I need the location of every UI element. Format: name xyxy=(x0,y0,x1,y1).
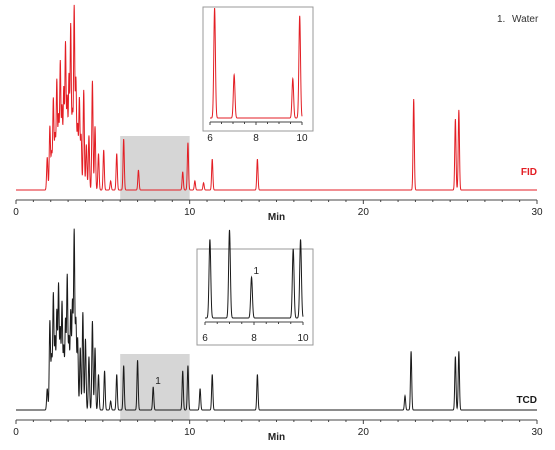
inset-frame xyxy=(196,248,314,346)
inset-x-tick-label: 6 xyxy=(202,333,208,344)
x-tick-label: 0 xyxy=(13,207,19,218)
inset-x-tick-label: 6 xyxy=(207,133,213,144)
x-tick-label: 20 xyxy=(358,207,370,218)
x-tick-label: 30 xyxy=(531,427,543,438)
x-axis-title: Min xyxy=(268,212,285,223)
inset-zoom-panel: 6 8 10 1 xyxy=(196,229,314,346)
inset-x-tick-label: 8 xyxy=(253,133,259,144)
inset-x-tick-label: 10 xyxy=(296,133,308,144)
chart-panel-fid: 0 10 20 30 Min FID 6 8 10 xyxy=(13,4,543,223)
x-axis-title: Min xyxy=(268,432,285,443)
series-line-tcd xyxy=(16,228,537,411)
legend-label: Water xyxy=(512,14,539,25)
x-tick-label: 10 xyxy=(184,207,196,218)
inset-x-tick-label: 8 xyxy=(251,333,257,344)
x-tick-label: 30 xyxy=(531,207,543,218)
zoom-region-highlight xyxy=(120,136,190,200)
inset-series-line xyxy=(210,7,303,119)
detector-label: TCD xyxy=(516,395,537,406)
inset-series-line xyxy=(205,229,304,319)
x-tick-label: 20 xyxy=(358,427,370,438)
inset-zoom-panel: 6 8 10 xyxy=(202,6,314,144)
chart-panel-tcd: 0 10 20 30 Min TCD 1 6 8 10 1 xyxy=(13,228,543,443)
inset-peak-annotation: 1 xyxy=(254,266,260,277)
series-line-fid xyxy=(16,4,537,191)
legend-number: 1. xyxy=(497,14,505,25)
inset-frame xyxy=(202,6,314,132)
x-tick-label: 0 xyxy=(13,427,19,438)
x-tick-label: 10 xyxy=(184,427,196,438)
inset-x-tick-label: 10 xyxy=(297,333,309,344)
peak-annotation: 1 xyxy=(155,376,161,387)
detector-label: FID xyxy=(521,167,537,178)
